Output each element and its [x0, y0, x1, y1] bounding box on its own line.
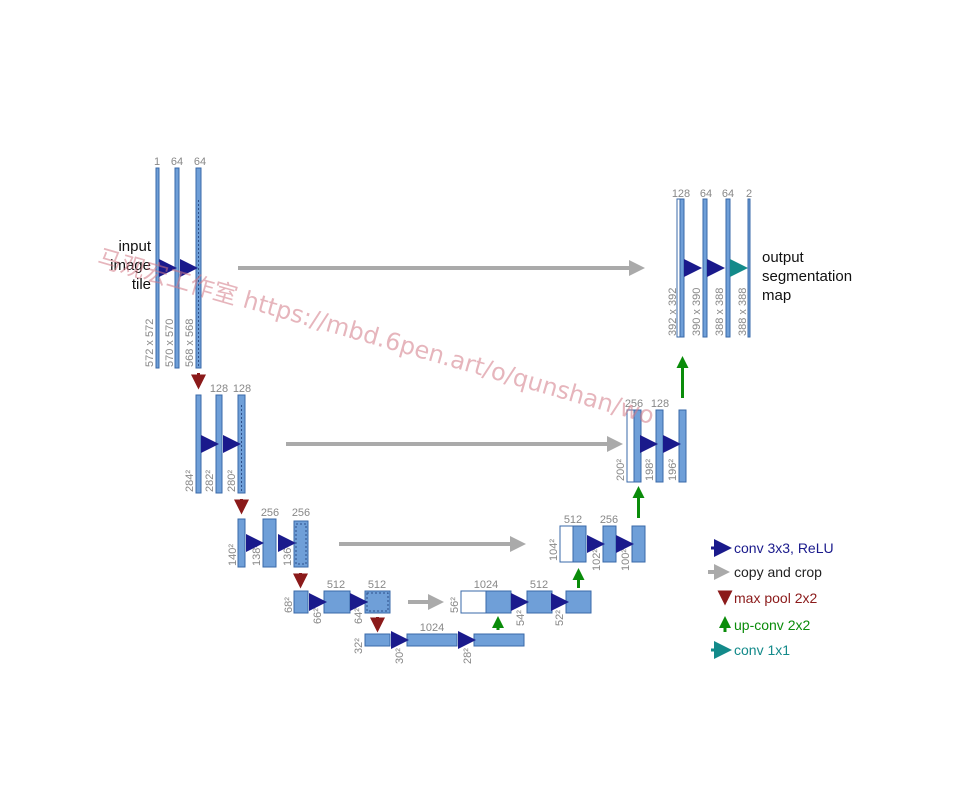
size-label: 102² [591, 549, 603, 571]
legend-item-conv: conv 3x3, ReLU [711, 540, 834, 556]
svg-text:up-conv 2x2: up-conv 2x2 [734, 617, 810, 633]
svg-text:map: map [762, 287, 791, 304]
legend: conv 3x3, ReLU copy and crop max pool 2x… [708, 540, 834, 658]
svg-text:copy and crop: copy and crop [734, 564, 822, 580]
size-label: 64² [353, 608, 365, 624]
feature-map-block [573, 526, 586, 562]
channel-label: 256 [261, 507, 279, 519]
size-label: 200² [615, 459, 627, 481]
svg-text:conv 1x1: conv 1x1 [734, 642, 790, 658]
level4-encoder: 512 512 68² 66² 64² [283, 579, 390, 625]
channel-label: 256 [600, 514, 618, 526]
size-label: 68² [283, 597, 295, 613]
channel-label: 512 [530, 579, 548, 591]
feature-map-block [263, 519, 276, 567]
channel-label: 1024 [420, 622, 444, 634]
channel-label: 128 [210, 383, 228, 395]
feature-map-block [566, 591, 591, 613]
feature-map-block [365, 591, 390, 613]
feature-map-block [680, 199, 684, 337]
size-label: 28² [462, 648, 474, 664]
channel-label: 64 [700, 188, 712, 200]
size-label: 392 x 392 [667, 288, 679, 336]
feature-map-block [238, 519, 245, 567]
size-label: 198² [644, 459, 656, 481]
channel-label: 1 [154, 156, 160, 168]
size-label: 568 x 568 [184, 319, 196, 367]
level4-decoder: 1024 512 56² 54² 52² [449, 574, 591, 626]
feature-map-block [703, 199, 707, 337]
size-label: 136² [282, 544, 294, 566]
size-label: 282² [204, 470, 216, 492]
svg-text:max pool 2x2: max pool 2x2 [734, 590, 817, 606]
channel-label: 2 [746, 188, 752, 200]
level2-encoder: 128 128 284² 282² 280² [184, 383, 251, 507]
feature-map-block [656, 410, 663, 482]
channel-label: 512 [327, 579, 345, 591]
size-label: 52² [554, 610, 566, 626]
channel-label: 64 [722, 188, 734, 200]
channel-label: 128 [672, 188, 690, 200]
size-label: 280² [226, 470, 238, 492]
size-label: 100² [620, 549, 632, 571]
channel-label: 512 [564, 514, 582, 526]
channel-label: 128 [233, 383, 251, 395]
copied-feature-map [461, 591, 486, 613]
size-label: 284² [184, 470, 196, 492]
legend-item-copy: copy and crop [708, 564, 822, 580]
size-label: 54² [515, 610, 527, 626]
svg-text:output: output [762, 249, 805, 266]
feature-map-block [632, 526, 645, 562]
feature-map-block [324, 591, 350, 613]
level3-decoder: 512 256 104² 102² 100² [548, 492, 645, 571]
size-label: 32² [353, 638, 365, 654]
feature-map-block [216, 395, 222, 493]
output-label: output segmentation map [762, 249, 852, 304]
feature-map-block [527, 591, 552, 613]
feature-map-block [679, 410, 686, 482]
feature-map-block [486, 591, 511, 613]
size-label: 138² [251, 544, 263, 566]
legend-item-pool: max pool 2x2 [725, 590, 817, 606]
size-label: 196² [667, 459, 679, 481]
copied-feature-map [560, 526, 573, 562]
size-label: 570 x 570 [164, 319, 176, 367]
size-label: 30² [394, 648, 406, 664]
size-label: 56² [449, 597, 461, 613]
size-label: 388 x 388 [737, 288, 749, 336]
size-label: 104² [548, 539, 560, 561]
feature-map-block [407, 634, 457, 646]
size-label: 390 x 390 [691, 288, 703, 336]
feature-map-block [196, 395, 201, 493]
size-label: 140² [227, 544, 239, 566]
feature-map-block [474, 634, 524, 646]
svg-text:conv 3x3, ReLU: conv 3x3, ReLU [734, 540, 834, 556]
level5-bottleneck: 1024 32² 30² 28² [353, 622, 524, 664]
size-label: 66² [312, 608, 324, 624]
feature-map-block [726, 199, 730, 337]
channel-label: 1024 [474, 579, 498, 591]
legend-item-upconv: up-conv 2x2 [725, 617, 810, 633]
level1-decoder: 128 64 64 2 392 x 392 390 x 390 388 x 38… [667, 188, 752, 337]
channel-label: 512 [368, 579, 386, 591]
channel-label: 64 [194, 156, 206, 168]
feature-map-block [294, 591, 308, 613]
channel-label: 256 [292, 507, 310, 519]
size-label: 388 x 388 [714, 288, 726, 336]
legend-item-conv1x1: conv 1x1 [711, 642, 790, 658]
svg-text:segmentation: segmentation [762, 268, 852, 285]
feature-map-block [603, 526, 616, 562]
level3-encoder: 256 256 140² 138² 136² [227, 507, 310, 581]
size-label: 572 x 572 [144, 319, 156, 367]
channel-label: 64 [171, 156, 183, 168]
feature-map-block [365, 634, 390, 646]
